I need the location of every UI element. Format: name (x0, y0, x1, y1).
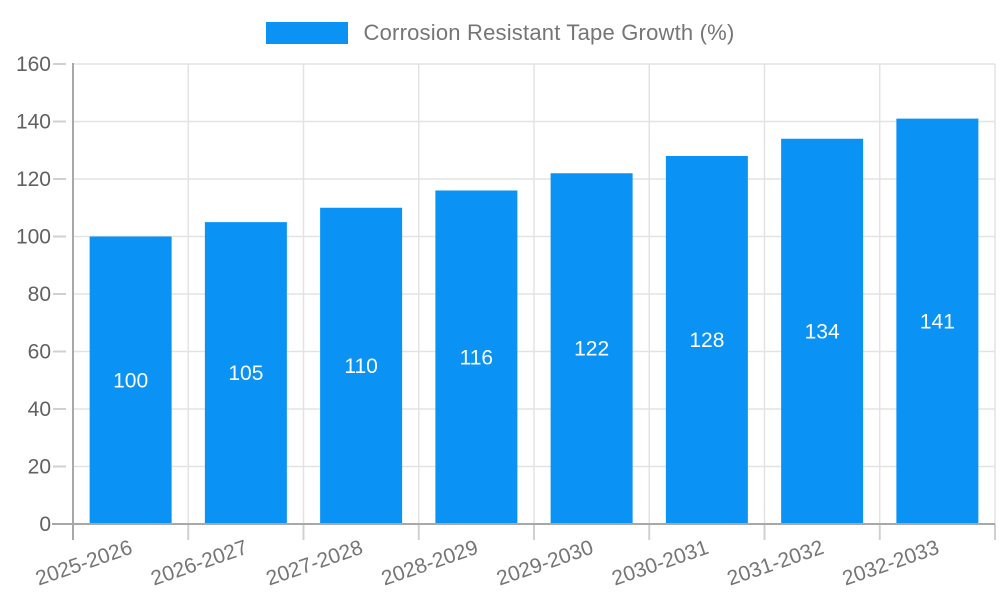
x-tick-label: 2032-2033 (840, 536, 942, 590)
legend-swatch (265, 22, 348, 44)
x-tick-label: 2025-2026 (33, 536, 135, 590)
x-tick-label: 2031-2032 (724, 536, 826, 590)
legend: Corrosion Resistant Tape Growth (%) (0, 20, 1000, 46)
y-tick-label: 60 (28, 341, 51, 364)
legend-label: Corrosion Resistant Tape Growth (%) (363, 20, 735, 45)
y-tick-label: 80 (28, 283, 51, 306)
x-tick-label: 2026-2027 (148, 536, 250, 590)
y-tick-label: 0 (39, 513, 51, 536)
y-tick-label: 140 (16, 111, 51, 134)
bar (896, 118, 979, 524)
x-tick-label: 2030-2031 (609, 536, 711, 590)
bar (320, 207, 403, 524)
y-tick-label: 120 (16, 168, 51, 191)
x-tick-label: 2029-2030 (494, 536, 596, 590)
bar (435, 190, 518, 524)
bar-value-label: 134 (805, 320, 840, 343)
bar (204, 222, 287, 524)
bar-value-label: 110 (344, 355, 377, 378)
bar-value-label: 105 (228, 362, 263, 385)
x-tick-label: 2027-2028 (263, 536, 365, 590)
bar (550, 173, 633, 524)
y-tick-label: 160 (16, 53, 51, 76)
y-tick-label: 40 (28, 398, 51, 421)
y-tick-label: 100 (16, 226, 51, 249)
bar (781, 138, 864, 524)
bar-value-label: 141 (920, 310, 955, 333)
bar (89, 236, 172, 524)
bar-value-label: 128 (689, 329, 724, 352)
y-tick-label: 20 (28, 456, 51, 479)
bar (665, 156, 748, 524)
bar-value-label: 116 (460, 346, 493, 369)
bar-value-label: 122 (574, 338, 609, 361)
x-tick-label: 2028-2029 (379, 536, 481, 590)
bar-value-label: 100 (113, 369, 148, 392)
